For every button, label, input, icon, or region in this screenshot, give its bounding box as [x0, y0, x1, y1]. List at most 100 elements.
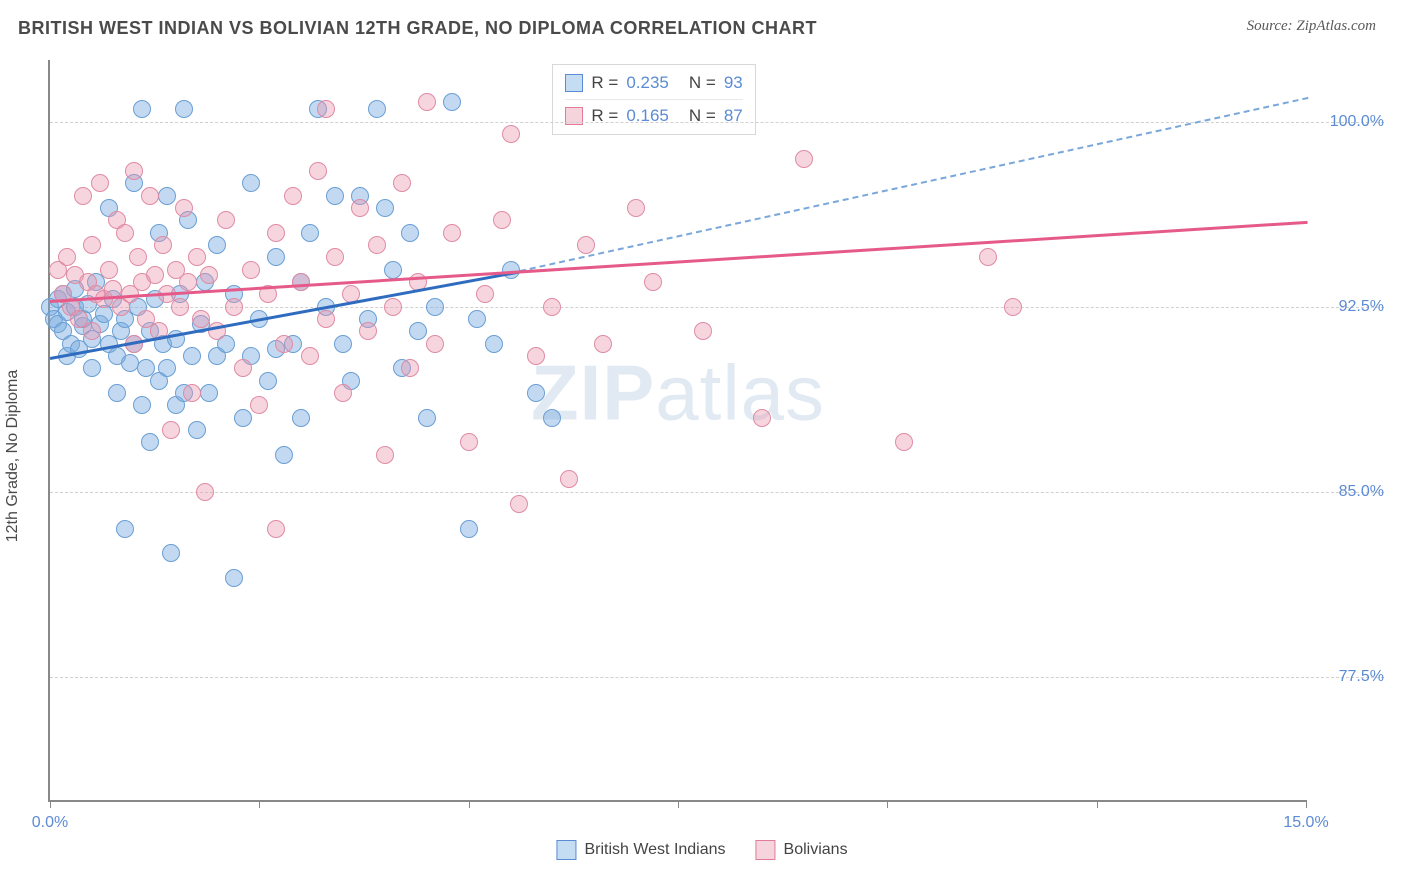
scatter-marker: [460, 520, 478, 538]
scatter-marker: [543, 298, 561, 316]
scatter-marker: [510, 495, 528, 513]
scatter-marker: [443, 224, 461, 242]
legend-swatch-series1: [556, 840, 576, 860]
scatter-marker: [179, 273, 197, 291]
scatter-marker: [162, 421, 180, 439]
scatter-marker: [753, 409, 771, 427]
scatter-marker: [58, 248, 76, 266]
watermark: ZIPatlas: [531, 348, 825, 439]
trend-line-series2: [50, 221, 1308, 303]
scatter-marker: [317, 310, 335, 328]
scatter-marker: [476, 285, 494, 303]
scatter-marker: [225, 298, 243, 316]
scatter-marker: [83, 236, 101, 254]
scatter-marker: [183, 384, 201, 402]
scatter-marker: [158, 187, 176, 205]
plot-wrapper: 12th Grade, No Diploma ZIPatlas R = 0.23…: [18, 50, 1386, 862]
scatter-marker: [83, 359, 101, 377]
scatter-marker: [196, 483, 214, 501]
chart-title: BRITISH WEST INDIAN VS BOLIVIAN 12TH GRA…: [18, 18, 817, 39]
y-axis-label: 12th Grade, No Diploma: [4, 370, 22, 543]
x-tick: [1097, 800, 1098, 808]
x-tick: [259, 800, 260, 808]
scatter-marker: [200, 384, 218, 402]
scatter-marker: [979, 248, 997, 266]
scatter-marker: [301, 224, 319, 242]
scatter-marker: [267, 224, 285, 242]
scatter-marker: [100, 261, 118, 279]
scatter-marker: [359, 322, 377, 340]
scatter-marker: [527, 347, 545, 365]
scatter-marker: [895, 433, 913, 451]
scatter-marker: [443, 93, 461, 111]
scatter-marker: [1004, 298, 1022, 316]
watermark-rest: atlas: [655, 349, 825, 437]
scatter-marker: [234, 409, 252, 427]
scatter-marker: [208, 236, 226, 254]
stats-n-label: N =: [689, 106, 716, 126]
x-tick-label-right: 15.0%: [1283, 814, 1328, 832]
x-tick: [678, 800, 679, 808]
scatter-marker: [141, 433, 159, 451]
scatter-marker: [284, 187, 302, 205]
scatter-marker: [267, 248, 285, 266]
scatter-marker: [242, 261, 260, 279]
scatter-marker: [301, 347, 319, 365]
scatter-marker: [418, 409, 436, 427]
scatter-marker: [171, 298, 189, 316]
scatter-marker: [393, 174, 411, 192]
stats-r-value-1: 0.235: [626, 73, 669, 93]
scatter-marker: [154, 236, 172, 254]
source-attribution: Source: ZipAtlas.com: [1247, 18, 1376, 35]
scatter-marker: [426, 298, 444, 316]
scatter-marker: [188, 421, 206, 439]
scatter-marker: [292, 273, 310, 291]
scatter-marker: [468, 310, 486, 328]
scatter-marker: [351, 199, 369, 217]
scatter-marker: [384, 298, 402, 316]
scatter-marker: [368, 100, 386, 118]
scatter-marker: [334, 384, 352, 402]
gridline-h: [50, 307, 1384, 308]
stats-swatch-series1: [565, 74, 583, 92]
stats-r-label: R =: [591, 73, 618, 93]
scatter-marker: [146, 266, 164, 284]
legend-label-series1: British West Indians: [584, 841, 725, 859]
scatter-marker: [125, 162, 143, 180]
scatter-marker: [158, 359, 176, 377]
stats-n-label: N =: [689, 73, 716, 93]
scatter-marker: [577, 236, 595, 254]
scatter-marker: [401, 359, 419, 377]
scatter-marker: [275, 446, 293, 464]
legend-swatch-series2: [756, 840, 776, 860]
x-tick: [887, 800, 888, 808]
scatter-marker: [292, 409, 310, 427]
scatter-marker: [217, 211, 235, 229]
scatter-marker: [74, 187, 92, 205]
scatter-marker: [192, 310, 210, 328]
scatter-marker: [376, 199, 394, 217]
scatter-marker: [326, 187, 344, 205]
legend-item-series1: British West Indians: [556, 840, 725, 860]
scatter-marker: [234, 359, 252, 377]
legend-item-series2: Bolivians: [756, 840, 848, 860]
scatter-marker: [543, 409, 561, 427]
scatter-marker: [368, 236, 386, 254]
scatter-marker: [334, 335, 352, 353]
scatter-marker: [493, 211, 511, 229]
scatter-marker: [91, 174, 109, 192]
scatter-marker: [242, 174, 260, 192]
scatter-marker: [108, 384, 126, 402]
x-tick: [469, 800, 470, 808]
scatter-marker: [795, 150, 813, 168]
scatter-marker: [527, 384, 545, 402]
stats-box: R = 0.235 N = 93 R = 0.165 N = 87: [552, 64, 755, 135]
scatter-marker: [250, 396, 268, 414]
scatter-marker: [694, 322, 712, 340]
scatter-marker: [460, 433, 478, 451]
scatter-marker: [116, 520, 134, 538]
stats-row-series1: R = 0.235 N = 93: [565, 71, 742, 95]
stats-r-value-2: 0.165: [626, 106, 669, 126]
scatter-marker: [133, 100, 151, 118]
scatter-marker: [225, 569, 243, 587]
